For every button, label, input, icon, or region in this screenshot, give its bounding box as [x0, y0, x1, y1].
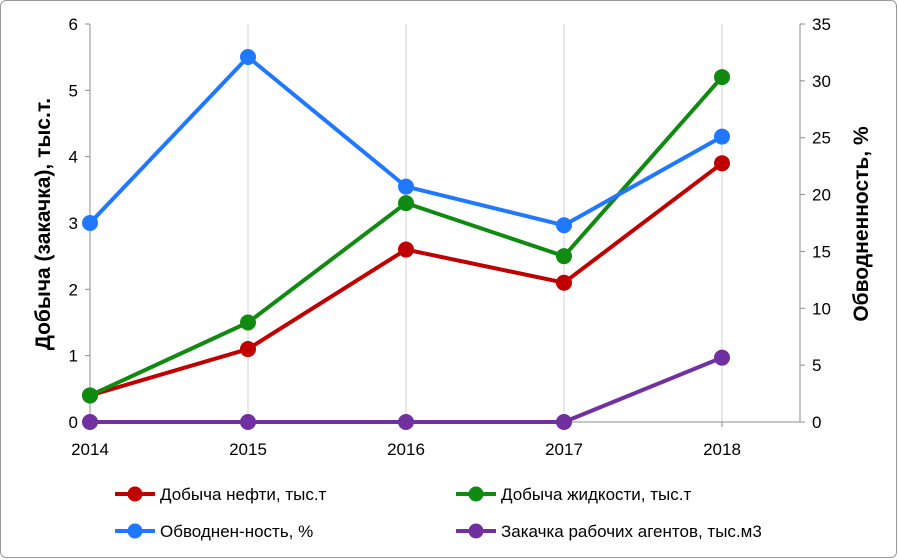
legend-marker-0	[127, 486, 143, 502]
grid-lines	[247, 24, 723, 422]
series-3-point-3	[556, 414, 572, 430]
legend-item-0: Добыча нефти, тыс.т	[115, 485, 327, 504]
x-tick-label-1: 2015	[229, 440, 267, 459]
y-axis-left-title: Добыча (закачка), тыс.т.	[32, 98, 55, 350]
series-2	[82, 48, 730, 234]
legend-marker-3	[468, 523, 484, 539]
series-2-point-3	[556, 217, 572, 234]
y-left-tick-label-5: 5	[69, 81, 78, 100]
series-0	[82, 155, 730, 404]
legend: Добыча нефти, тыс.т Добыча жидкости, тыс.…	[115, 485, 762, 541]
legend-item-3: Закачка рабочих агентов, тыс.м3	[456, 522, 762, 541]
y-left-tick-label-1: 1	[69, 347, 78, 366]
series-0-point-3	[556, 274, 572, 291]
y-right-tick-label-1: 5	[812, 356, 821, 375]
tick-labels: 0 1 2 3 4 5 6 0 5 10 15 20 25 30 35 2014 2015 2016 2017 201…	[69, 15, 831, 459]
y-left-tick-label-2: 2	[69, 280, 78, 299]
x-tick-label-4: 2018	[703, 440, 741, 459]
y-left-tick-label-6: 6	[69, 15, 78, 34]
legend-marker-1	[468, 486, 484, 502]
series-2-point-4	[714, 128, 730, 145]
series-2-point-2	[398, 178, 414, 195]
series-1-point-4	[714, 69, 730, 86]
legend-label-2: Обводнен-ность, %	[160, 522, 313, 541]
y-axis-right-title: Обводненность, %	[850, 126, 873, 322]
y-right-tick-label-7: 35	[812, 15, 831, 34]
series-layer	[82, 48, 730, 430]
x-tick-label-0: 2014	[71, 440, 109, 459]
legend-marker-2	[127, 523, 143, 539]
y-right-tick-label-3: 15	[812, 242, 831, 261]
y-left-tick-label-0: 0	[69, 413, 78, 432]
series-0-point-1	[240, 341, 256, 358]
legend-item-2: Обводнен-ность, %	[115, 522, 313, 541]
y-right-tick-label-4: 20	[812, 186, 831, 205]
legend-label-0: Добыча нефти, тыс.т	[160, 485, 327, 504]
series-1-point-1	[240, 314, 256, 331]
y-right-tick-label-0: 0	[812, 413, 821, 432]
y-left-tick-label-4: 4	[69, 148, 78, 167]
series-3-point-2	[398, 414, 414, 430]
series-3-point-1	[240, 414, 256, 430]
y-left-tick-label-3: 3	[69, 214, 78, 233]
series-3-point-4	[714, 349, 730, 366]
series-1-point-2	[398, 195, 414, 212]
series-2-point-1	[240, 48, 256, 65]
x-tick-label-3: 2017	[545, 440, 583, 459]
y-right-tick-label-2: 10	[812, 299, 831, 318]
series-1-point-0	[82, 387, 98, 404]
legend-label-3: Закачка рабочих агентов, тыс.м3	[501, 522, 762, 541]
series-3	[82, 349, 730, 430]
series-1-point-3	[556, 248, 572, 265]
series-2-point-0	[82, 215, 98, 231]
legend-item-1: Добыча жидкости, тыс.т	[456, 485, 691, 504]
series-0-point-4	[714, 155, 730, 172]
series-3-point-0	[82, 414, 98, 430]
x-tick-label-2: 2016	[387, 440, 425, 459]
legend-label-1: Добыча жидкости, тыс.т	[501, 485, 691, 504]
series-0-point-2	[398, 241, 414, 258]
y-right-tick-label-5: 25	[812, 129, 831, 148]
y-right-tick-label-6: 30	[812, 72, 831, 91]
